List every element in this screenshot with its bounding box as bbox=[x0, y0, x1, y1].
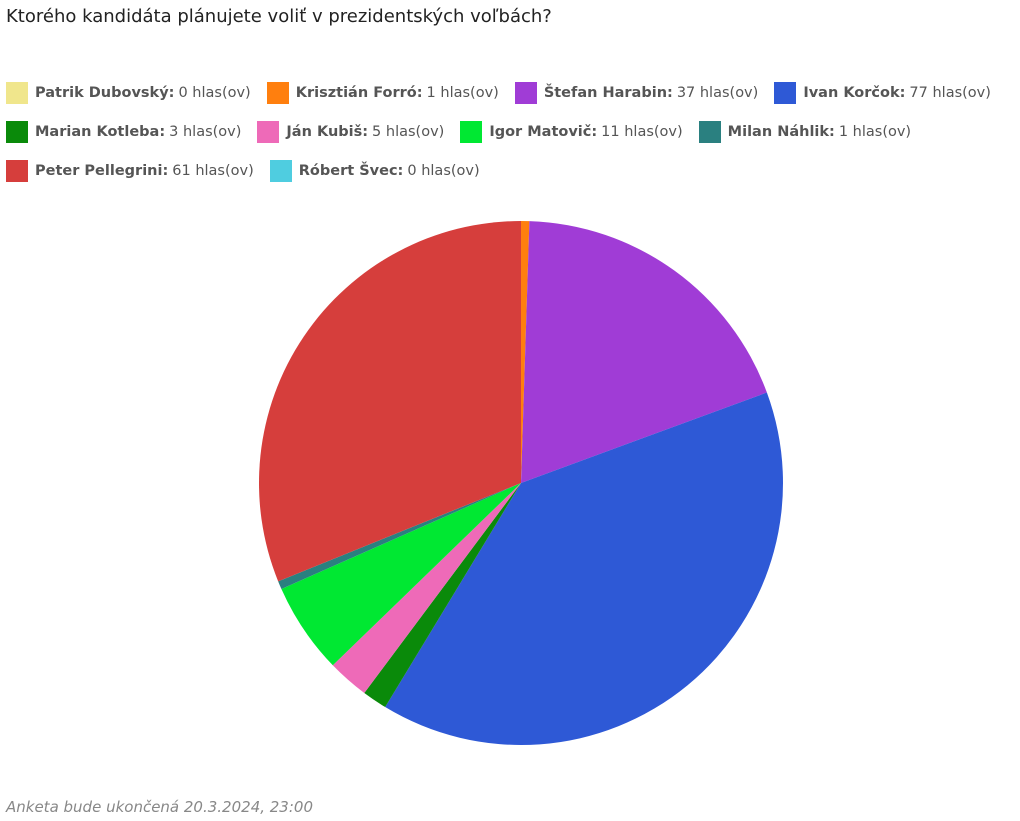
chart bbox=[259, 221, 783, 745]
legend-item: Milan Náhlik: 1 hlas(ov) bbox=[698, 121, 912, 143]
legend-name: Marian Kotleba: bbox=[35, 124, 166, 140]
pie-slice bbox=[332, 483, 521, 693]
legend-item: Igor Matovič: 11 hlas(ov) bbox=[460, 121, 683, 143]
legend-item: Patrik Dubovský: 0 hlas(ov) bbox=[6, 82, 251, 104]
footnote: Anketa bude ukončená 20.3.2024, 23:00 bbox=[6, 798, 313, 816]
pie-slice bbox=[278, 483, 521, 590]
legend-name: Ján Kubiš: bbox=[286, 124, 369, 140]
legend-value: 1 hlas(ov) bbox=[838, 124, 912, 140]
legend-item: Peter Pellegrini: 61 hlas(ov) bbox=[6, 160, 254, 182]
chart-title: Ktorého kandidáta plánujete voliť v prez… bbox=[6, 6, 552, 27]
legend-name: Róbert Švec: bbox=[298, 163, 404, 179]
legend-item: Ján Kubiš: 5 hlas(ov) bbox=[257, 121, 444, 143]
pie-slice bbox=[259, 221, 521, 582]
legend-swatch bbox=[774, 82, 797, 104]
legend-swatch bbox=[257, 121, 280, 143]
legend-name: Ivan Korčok: bbox=[803, 85, 906, 101]
legend-swatch bbox=[514, 82, 537, 104]
legend-name: Igor Matovič: bbox=[489, 124, 598, 140]
pie-slice bbox=[521, 221, 767, 483]
legend-swatch bbox=[266, 82, 289, 104]
legend-swatch bbox=[460, 121, 483, 143]
legend-value: 61 hlas(ov) bbox=[172, 163, 254, 179]
legend-value: 0 hlas(ov) bbox=[407, 163, 480, 179]
legend-item: Ivan Korčok: 77 hlas(ov) bbox=[774, 82, 991, 104]
pie-slice bbox=[364, 483, 521, 708]
legend-value: 0 hlas(ov) bbox=[178, 85, 251, 101]
legend-swatch bbox=[6, 160, 28, 182]
legend-swatch bbox=[6, 82, 28, 104]
legend-item: Štefan Harabin: 37 hlas(ov) bbox=[514, 82, 759, 104]
legend-name: Štefan Harabin: bbox=[543, 85, 673, 101]
legend-item: Róbert Švec: 0 hlas(ov) bbox=[269, 160, 480, 182]
legend-name: Patrik Dubovský: bbox=[35, 85, 175, 101]
legend-value: 5 hlas(ov) bbox=[372, 124, 445, 140]
legend-value: 37 hlas(ov) bbox=[676, 85, 759, 101]
pie-slice bbox=[281, 483, 521, 666]
legend-item: Marian Kotleba: 3 hlas(ov) bbox=[6, 121, 241, 143]
legend: Patrik Dubovský: 0 hlas(ov) Krisztián Forr… bbox=[6, 82, 991, 182]
pie-slice bbox=[521, 221, 530, 483]
legend-swatch bbox=[269, 160, 292, 182]
legend-name: Peter Pellegrini: bbox=[35, 163, 169, 179]
legend-name: Milan Náhlik: bbox=[727, 124, 835, 140]
legend-value: 11 hlas(ov) bbox=[601, 124, 683, 140]
pie-slice bbox=[385, 392, 783, 745]
legend-name: Krisztián Forró: bbox=[295, 85, 423, 101]
legend-swatch bbox=[698, 121, 721, 143]
legend-value: 3 hlas(ov) bbox=[169, 124, 242, 140]
legend-swatch bbox=[6, 121, 28, 143]
legend-value: 77 hlas(ov) bbox=[909, 85, 991, 101]
legend-value: 1 hlas(ov) bbox=[426, 85, 499, 101]
legend-item: Krisztián Forró: 1 hlas(ov) bbox=[266, 82, 499, 104]
